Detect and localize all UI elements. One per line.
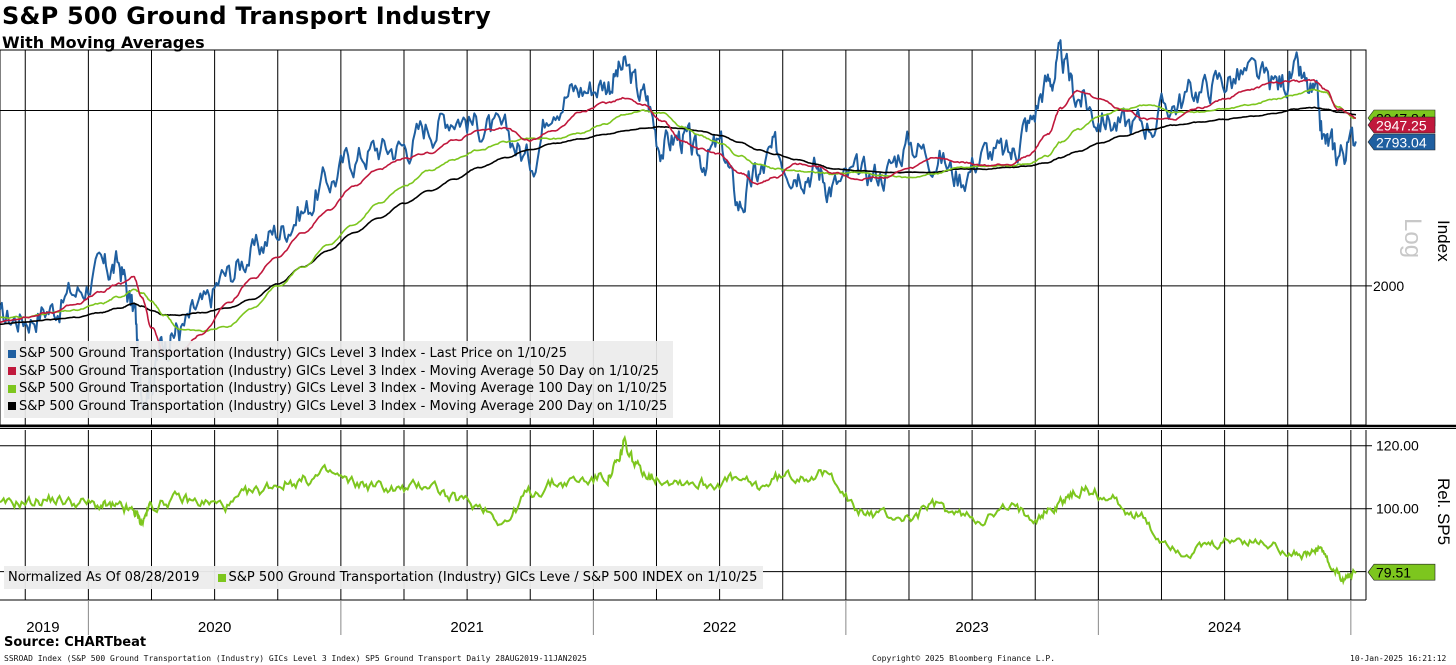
x-tick-label: 2020 (198, 619, 231, 636)
last-value-price-tag (1367, 133, 1436, 151)
chart-subtitle: With Moving Averages (2, 33, 205, 52)
timestamp: 10-Jan-2025 16:21:12 (1350, 654, 1447, 663)
last-value-ma50-tag (1367, 116, 1436, 134)
legend-item-last-price: S&P 500 Ground Transportation (Industry)… (8, 345, 667, 363)
legend-swatch-ma50 (8, 367, 16, 376)
y-axis-title-relative: Rel. SP5 (1434, 478, 1453, 545)
last-value-price-tag-label: 2793.04 (1376, 135, 1427, 151)
legend-label: S&P 500 Ground Transportation (Industry)… (19, 363, 660, 379)
legend-item-ma50: S&P 500 Ground Transportation (Industry)… (8, 363, 667, 381)
source-note: Source: CHARTbeat (4, 635, 147, 650)
y-tick-label: 100.00 (1376, 501, 1419, 517)
legend-label: S&P 500 Ground Transportation (Industry)… (19, 398, 668, 414)
last-value-relative-tag-label: 79.51 (1376, 565, 1411, 581)
series-line-ma100 (0, 88, 1357, 333)
legend-swatch-ma100 (8, 384, 16, 393)
x-tick-label: 2024 (1208, 619, 1241, 636)
x-tick-label: 2022 (703, 619, 736, 636)
legend-item-ma200: S&P 500 Ground Transportation (Industry)… (8, 398, 667, 416)
security-description: SSROAD Index (S&P 500 Ground Transportat… (4, 654, 587, 663)
x-tick-label: 2019 (26, 619, 59, 636)
legend-label-relative: S&P 500 Ground Transportation (Industry)… (228, 570, 758, 585)
normalized-note: Normalized As Of 08/28/2019 (8, 570, 200, 585)
legend-label: S&P 500 Ground Transportation (Industry)… (19, 346, 567, 362)
legend-swatch-last-price (8, 349, 16, 358)
legend-item-ma100: S&P 500 Ground Transportation (Industry)… (8, 380, 667, 398)
copyright: Copyright© 2025 Bloomberg Finance L.P. (872, 654, 1056, 663)
x-tick-label: 2023 (955, 619, 988, 636)
legend-swatch-relative (217, 573, 226, 582)
y-tick-label: 2000 (1373, 278, 1404, 294)
y-axis-title: Index (1434, 220, 1453, 262)
last-value-ma50-tag-label: 2947.25 (1376, 118, 1427, 134)
legend-swatch-ma200 (8, 402, 16, 411)
relative-legend: Normalized As Of 08/28/2019 S&P 500 Grou… (4, 566, 764, 589)
legend-label: S&P 500 Ground Transportation (Industry)… (19, 381, 668, 397)
chart-title: S&P 500 Ground Transport Industry (2, 2, 491, 30)
last-value-relative-tag (1367, 563, 1436, 581)
y-tick-label: 120.00 (1376, 438, 1419, 454)
series-line-relative (0, 434, 1357, 586)
main-legend: S&P 500 Ground Transportation (Industry)… (4, 341, 674, 418)
log-scale-label: Log (1399, 218, 1426, 258)
x-tick-label: 2021 (450, 619, 483, 636)
